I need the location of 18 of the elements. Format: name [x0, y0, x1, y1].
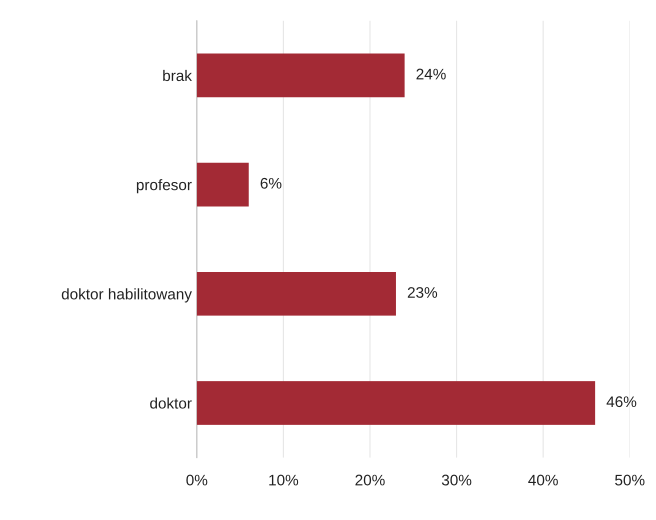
x-tick-label: 10%: [269, 474, 298, 486]
y-tick-label: profesor: [136, 179, 192, 194]
x-tick-label: 40%: [528, 474, 558, 486]
x-tick-label: 50%: [615, 474, 645, 486]
x-tick-label: 0%: [186, 474, 208, 486]
data-label: 6%: [260, 178, 282, 189]
bar: [196, 54, 405, 98]
y-tick-label: brak: [163, 70, 192, 82]
data-label: 46%: [606, 396, 636, 408]
bar: [196, 381, 596, 425]
data-label: 23%: [408, 287, 438, 298]
y-tick-label: doktor habilitowany: [62, 288, 192, 303]
bar: [196, 162, 249, 206]
x-tick-label: 20%: [355, 474, 385, 486]
x-tick-label: 30%: [442, 474, 472, 486]
y-tick-label: doktor: [150, 397, 192, 409]
data-label: 24%: [416, 68, 446, 80]
bar: [196, 272, 396, 316]
